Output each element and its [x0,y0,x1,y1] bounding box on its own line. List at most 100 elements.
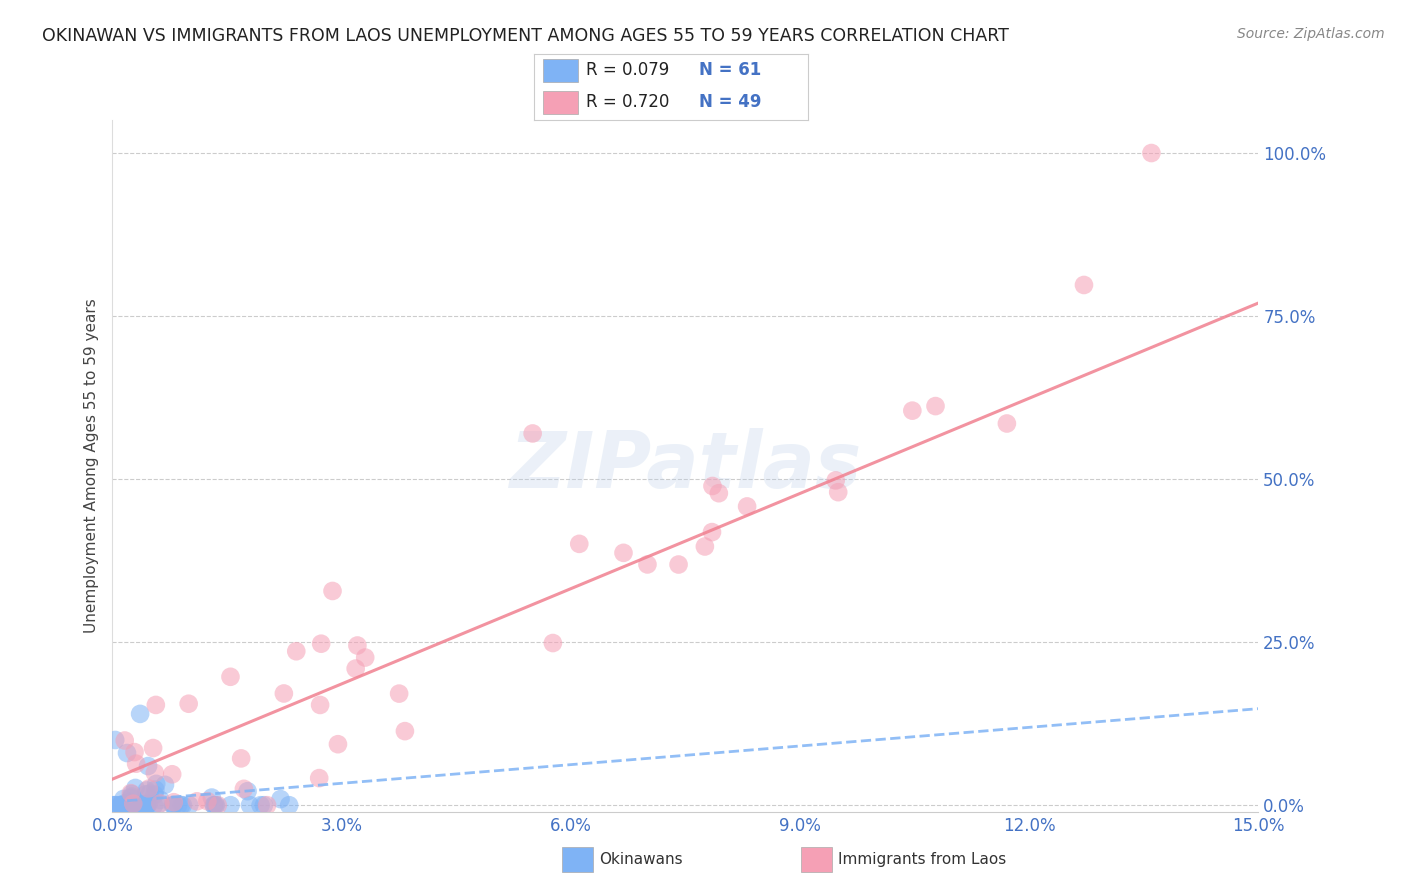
Point [170,798,193,813]
Point [388,687,411,701]
Text: R = 0.079: R = 0.079 [586,62,669,79]
Text: ZIPatlas: ZIPatlas [509,428,862,504]
Point [308,771,330,785]
Point [735,500,758,514]
Bar [543,91,578,114]
Point [219,670,242,684]
Point [172,798,194,813]
Point [110,798,132,813]
Text: R = 0.720: R = 0.720 [586,94,669,112]
Point [160,767,183,781]
Point [143,798,166,813]
Point [322,584,344,599]
Text: Source: ZipAtlas.com: Source: ZipAtlas.com [1237,27,1385,41]
Point [120,786,142,800]
Point [207,798,229,813]
Point [104,798,127,813]
Point [124,780,146,795]
Point [163,795,186,809]
Point [256,798,278,813]
Point [149,793,172,807]
Point [924,399,946,413]
Point [149,797,172,811]
Point [136,759,159,773]
Point [707,486,730,500]
Point [205,798,228,813]
Point [236,784,259,798]
Point [124,745,146,759]
Point [143,782,166,797]
Point [142,741,165,756]
Point [127,798,149,813]
Point [129,798,152,813]
Point [125,756,148,771]
Point [146,798,169,813]
Point [253,798,276,813]
Point [239,798,262,813]
Point [201,790,224,805]
Point [112,792,135,806]
Point [110,798,132,813]
Point [394,724,416,739]
Point [668,558,690,572]
Point [285,644,308,658]
Point [111,798,134,813]
Point [167,798,190,813]
Bar [543,59,578,82]
Point [1140,146,1163,161]
Point [204,798,226,813]
Point [700,525,723,540]
Point [344,662,367,676]
Point [121,789,143,804]
Point [121,787,143,801]
Text: OKINAWAN VS IMMIGRANTS FROM LAOS UNEMPLOYMENT AMONG AGES 55 TO 59 YEARS CORRELAT: OKINAWAN VS IMMIGRANTS FROM LAOS UNEMPLO… [42,27,1010,45]
Point [824,474,846,488]
Point [122,797,145,811]
Point [134,798,156,813]
Point [901,403,924,417]
Point [138,797,160,811]
Point [135,787,157,801]
Point [162,798,184,813]
Point [273,686,295,700]
Point [145,777,167,791]
Point [1073,277,1095,292]
Point [132,798,155,813]
Point [219,798,242,813]
Point [186,794,208,808]
Point [163,798,186,813]
Point [122,798,145,813]
Point [135,797,157,811]
Point [143,788,166,802]
Point [118,795,141,809]
Point [354,650,377,665]
Point [136,798,159,813]
Point [139,787,162,801]
Point [278,798,301,813]
Point [145,698,167,712]
Point [114,797,136,811]
Point [637,558,659,572]
Point [195,794,218,808]
Point [693,540,716,554]
Point [326,737,349,751]
Point [143,765,166,780]
Point [522,426,544,441]
Point [309,637,332,651]
Point [104,733,127,747]
Text: N = 61: N = 61 [699,62,761,79]
Point [136,798,159,813]
Text: Immigrants from Laos: Immigrants from Laos [838,853,1007,867]
Point [153,778,176,792]
Point [270,792,292,806]
Point [249,798,271,813]
Text: Okinawans: Okinawans [599,853,682,867]
Point [115,746,138,760]
Point [104,798,127,813]
Point [162,798,184,813]
Point [202,798,225,813]
Point [231,751,253,765]
Point [120,791,142,805]
Point [827,485,849,500]
Point [124,798,146,813]
